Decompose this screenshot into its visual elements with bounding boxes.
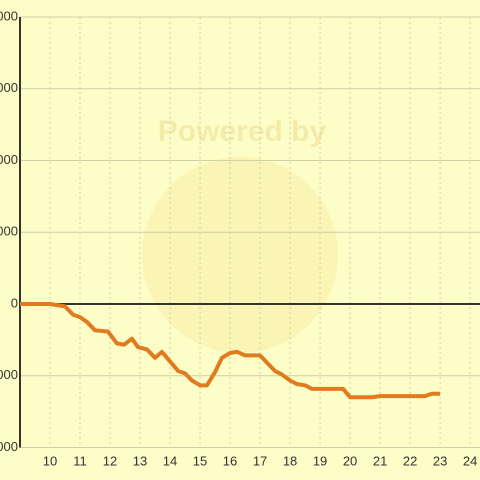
y-tick-label: 0 [11,295,18,310]
x-tick-label: 11 [73,453,87,468]
y-tick-label: 3,000 [0,224,18,239]
x-tick-label: 15 [193,453,207,468]
x-tick-label: 16 [223,453,237,468]
x-tick-label: 22 [403,453,417,468]
x-tick-label: 24 [463,453,477,468]
y-tick-label: 9,000 [0,80,18,95]
y-tick-label: 12,000 [0,8,18,23]
line [20,302,441,400]
x-tick-label: 10 [43,453,57,468]
x-tick-label: 21 [373,453,387,468]
x-tick-label: 18 [283,453,297,468]
x-tick-label: 14 [163,453,177,468]
x-tick-label: 13 [133,453,147,468]
y-tick-label: -6,000 [0,439,18,454]
x-tick-label: 20 [343,453,357,468]
x-tick-label: 12 [103,453,117,468]
watermark: Powered by [158,115,327,148]
x-tick-label: 17 [253,453,267,468]
x-tick-label: 19 [313,453,327,468]
y-tick-label: 6,000 [0,152,18,167]
watermark-logo [142,157,338,353]
y-tick-label: -3,000 [0,367,18,382]
x-tick-label: 23 [433,453,447,468]
